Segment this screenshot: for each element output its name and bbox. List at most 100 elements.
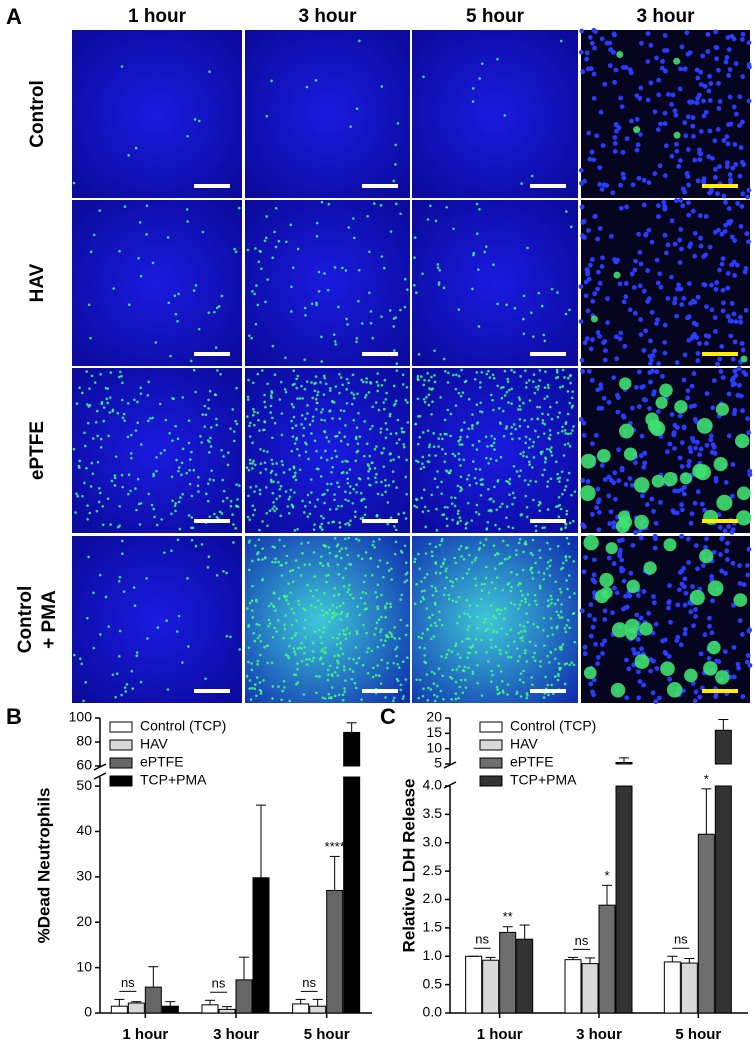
nucleus <box>688 609 694 615</box>
dead-cell <box>555 368 559 372</box>
nucleus <box>714 56 720 62</box>
dead-cell <box>365 380 368 384</box>
dead-cell <box>247 468 251 472</box>
nucleus <box>669 102 674 107</box>
dead-cell <box>496 302 499 306</box>
dead-cell <box>523 630 527 633</box>
dead-cell <box>328 608 332 612</box>
dead-cell <box>475 503 479 507</box>
dead-cell <box>378 537 381 541</box>
nucleus <box>686 212 692 218</box>
dead-cell <box>246 515 250 519</box>
nucleus <box>618 205 624 211</box>
dead-cell <box>492 500 496 503</box>
dead-cell <box>318 675 321 678</box>
dead-cell <box>402 511 406 515</box>
dead-cell <box>352 487 355 491</box>
dead-cell <box>361 380 365 384</box>
dead-cell <box>293 673 296 676</box>
dead-cell <box>129 489 132 493</box>
nucleus <box>596 527 602 533</box>
dead-cell <box>250 668 254 672</box>
bar <box>292 1003 310 1014</box>
dead-cell <box>389 432 393 436</box>
nucleus <box>721 300 726 306</box>
dead-cell <box>414 459 418 463</box>
dead-cell <box>118 575 122 579</box>
dead-cell <box>619 377 632 390</box>
dead-cell <box>524 435 528 439</box>
nucleus <box>649 239 655 245</box>
dead-cell <box>308 657 311 661</box>
dead-cell <box>736 510 752 526</box>
dead-cell <box>549 450 553 454</box>
dead-cell <box>344 424 347 427</box>
dead-cell <box>280 574 284 577</box>
dead-cell <box>270 602 273 606</box>
dead-cell <box>596 448 611 463</box>
dead-cell <box>405 624 409 627</box>
dead-cell <box>386 501 390 504</box>
dead-cell <box>522 294 526 298</box>
nucleus <box>669 218 675 224</box>
dead-cell <box>264 467 268 471</box>
dead-cell <box>295 438 298 441</box>
dead-cell <box>344 547 348 550</box>
dead-cell <box>175 458 178 462</box>
dead-cell <box>467 427 471 431</box>
dead-cell <box>442 357 446 361</box>
dead-cell <box>476 615 479 619</box>
dead-cell <box>278 538 281 542</box>
dead-cell <box>505 425 509 428</box>
dead-cell <box>453 504 457 508</box>
dead-cell <box>399 549 403 553</box>
nucleus <box>667 676 673 682</box>
dead-cell <box>534 644 537 647</box>
dead-cell <box>458 458 461 461</box>
dead-cell <box>274 473 278 476</box>
dead-cell <box>294 478 298 482</box>
dead-cell <box>492 544 496 547</box>
dead-cell <box>524 600 527 604</box>
dead-cell <box>518 537 522 541</box>
dead-cell <box>252 513 255 517</box>
dead-cell <box>369 557 372 560</box>
dead-cell <box>107 434 110 438</box>
dead-cell <box>304 417 307 421</box>
dead-cell <box>512 423 516 426</box>
dead-cell <box>152 472 155 476</box>
dead-cell <box>367 647 370 650</box>
nucleus <box>665 242 671 248</box>
dead-cell <box>368 467 372 470</box>
dead-cell <box>487 509 491 512</box>
dead-cell <box>431 594 435 597</box>
dead-cell <box>375 595 379 599</box>
dead-cell <box>327 202 331 206</box>
dead-cell <box>317 628 321 632</box>
dead-cell <box>570 396 574 400</box>
dead-cell <box>499 652 502 655</box>
dead-cell <box>92 591 95 595</box>
dead-cell <box>333 498 336 502</box>
dead-cell <box>208 451 211 454</box>
dead-cell <box>336 661 340 665</box>
dead-cell <box>323 272 326 275</box>
dead-cell <box>320 335 323 339</box>
column-header: 3 hour <box>298 6 357 27</box>
dead-cell <box>248 687 251 690</box>
dead-cell <box>479 381 482 384</box>
dead-cell <box>261 578 265 581</box>
micrograph <box>412 536 578 703</box>
dead-cell <box>366 477 370 480</box>
dead-cell <box>254 544 257 547</box>
dead-cell <box>560 567 563 571</box>
nucleus <box>590 624 596 630</box>
nucleus <box>668 619 673 625</box>
nucleus <box>637 95 643 101</box>
dead-cell <box>534 524 538 528</box>
dead-cell <box>492 629 496 632</box>
dead-cell <box>356 605 360 608</box>
nucleus <box>698 446 704 452</box>
dead-cell <box>355 483 358 486</box>
nucleus <box>598 382 604 388</box>
